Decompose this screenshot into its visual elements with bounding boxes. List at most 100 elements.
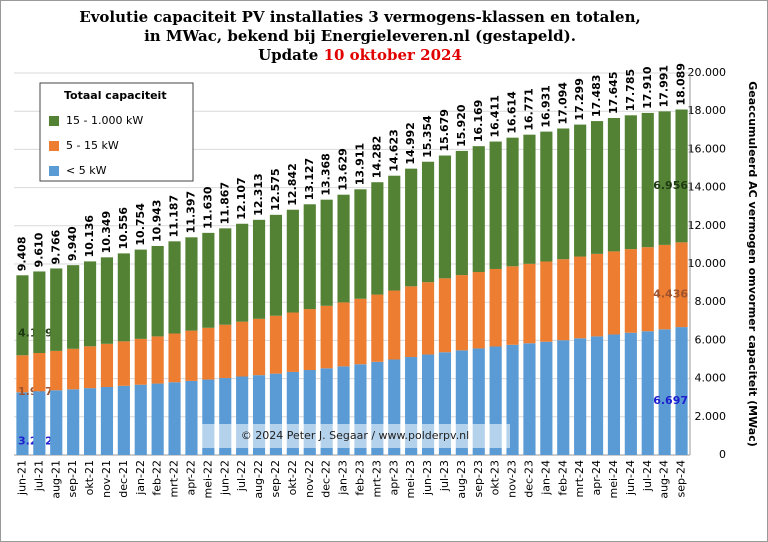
title-line: Evolutie capaciteit PV installaties 3 ve… bbox=[79, 8, 640, 26]
x-tick-label: mei-23 bbox=[404, 460, 417, 499]
x-tick-label: sep-23 bbox=[472, 460, 485, 497]
bar-segment bbox=[252, 318, 266, 376]
bar-segment bbox=[151, 383, 164, 455]
x-tick-label: apr-24 bbox=[590, 460, 603, 496]
total-label: 16.931 bbox=[539, 85, 552, 127]
x-tick-label: mei-24 bbox=[607, 460, 620, 499]
bar-segment bbox=[236, 321, 249, 377]
total-label: 14.282 bbox=[370, 136, 383, 178]
total-label: 17.299 bbox=[573, 78, 586, 120]
x-tick-label: sep-24 bbox=[675, 460, 688, 497]
total-label: 9.610 bbox=[32, 232, 45, 267]
total-label: 9.940 bbox=[66, 226, 79, 261]
bar-segment bbox=[83, 388, 97, 455]
x-tick-label: jul-24 bbox=[641, 460, 654, 492]
bar-segment bbox=[337, 194, 350, 303]
bar-segment bbox=[371, 294, 384, 362]
bar-segment bbox=[50, 350, 63, 391]
legend-label: 15 - 1.000 kW bbox=[66, 114, 143, 127]
bar-segment bbox=[658, 244, 671, 330]
bar-segment bbox=[388, 290, 401, 360]
bar-segment bbox=[523, 343, 536, 455]
bar-segment bbox=[100, 257, 114, 344]
bar-segment bbox=[354, 189, 367, 299]
x-tick-label: dec-22 bbox=[320, 460, 333, 498]
bar-segment bbox=[472, 272, 485, 349]
bar-segment bbox=[523, 134, 536, 264]
bar-segment bbox=[590, 253, 604, 337]
total-label: 17.483 bbox=[590, 75, 603, 117]
x-tick-label: mrt-23 bbox=[370, 460, 383, 498]
bar-segment bbox=[438, 155, 452, 279]
x-tick-label: feb-22 bbox=[151, 460, 164, 496]
y-tick-label: 8.000 bbox=[695, 295, 727, 308]
bar-segment bbox=[117, 253, 130, 342]
total-label: 15.920 bbox=[455, 104, 468, 147]
bar-segment bbox=[557, 340, 570, 455]
bar-segment bbox=[421, 161, 435, 283]
total-label: 11.187 bbox=[168, 195, 181, 237]
total-label: 17.645 bbox=[607, 72, 620, 114]
bar-segment bbox=[641, 331, 654, 455]
x-tick-label: dec-21 bbox=[117, 460, 130, 498]
bar-segment bbox=[219, 324, 232, 379]
x-tick-label: jan-23 bbox=[337, 460, 350, 496]
bar-segment bbox=[320, 305, 333, 369]
bar-segment bbox=[371, 182, 384, 295]
bar-segment bbox=[33, 391, 46, 455]
total-label: 17.785 bbox=[624, 69, 637, 111]
bar-segment bbox=[202, 327, 215, 380]
bar-segment bbox=[540, 131, 553, 262]
total-label: 12.575 bbox=[269, 168, 282, 210]
bar-segment bbox=[50, 390, 63, 455]
bar-segment bbox=[16, 275, 29, 356]
bar-segment bbox=[100, 387, 114, 455]
bar-segment bbox=[489, 141, 502, 269]
bar-segment bbox=[50, 268, 63, 351]
bar-segment bbox=[405, 168, 418, 287]
x-tick-label: aug-21 bbox=[49, 460, 62, 499]
bar-segment bbox=[134, 384, 147, 455]
bar-segment bbox=[117, 385, 130, 455]
bar-segment bbox=[472, 146, 485, 273]
bar-segment bbox=[574, 124, 587, 257]
legend-swatch bbox=[49, 141, 59, 151]
x-tick-label: apr-23 bbox=[387, 460, 400, 496]
bar-segment bbox=[202, 232, 215, 328]
x-tick-label: mrt-22 bbox=[168, 460, 181, 498]
bar-segment bbox=[557, 259, 570, 341]
x-tick-label: aug-22 bbox=[252, 460, 265, 499]
y-tick-label: 20.000 bbox=[688, 66, 727, 79]
value-label: 6.697 bbox=[653, 394, 688, 407]
total-label: 10.556 bbox=[117, 207, 130, 250]
total-label: 13.911 bbox=[353, 143, 366, 185]
bar-segment bbox=[641, 247, 654, 332]
y-tick-label: 2.000 bbox=[695, 410, 727, 423]
value-label: 6.956 bbox=[653, 179, 688, 192]
total-label: 17.094 bbox=[556, 82, 569, 125]
bar-segment bbox=[67, 265, 80, 349]
total-label: 10.943 bbox=[151, 200, 164, 242]
y-tick-label: 16.000 bbox=[688, 142, 727, 155]
bar-segment bbox=[421, 282, 435, 355]
total-label: 13.127 bbox=[303, 158, 316, 200]
y-tick-label: 18.000 bbox=[688, 104, 727, 117]
bar-segment bbox=[269, 315, 283, 374]
bar-segment bbox=[624, 249, 637, 333]
legend-swatch bbox=[49, 166, 59, 176]
total-label: 15.354 bbox=[421, 115, 434, 158]
bar-segment bbox=[185, 330, 198, 381]
x-tick-label: aug-24 bbox=[658, 460, 671, 499]
bar-segment bbox=[320, 199, 333, 306]
bar-segment bbox=[168, 241, 181, 334]
bar-segment bbox=[117, 341, 130, 386]
y-tick-label: 10.000 bbox=[688, 257, 727, 270]
total-label: 11.397 bbox=[184, 191, 197, 233]
bar-segment bbox=[269, 214, 283, 316]
bar-segment bbox=[624, 115, 637, 250]
bar-segment bbox=[574, 338, 587, 455]
total-label: 12.842 bbox=[286, 163, 299, 205]
bar-segment bbox=[590, 121, 604, 254]
bar-segment bbox=[252, 219, 266, 319]
